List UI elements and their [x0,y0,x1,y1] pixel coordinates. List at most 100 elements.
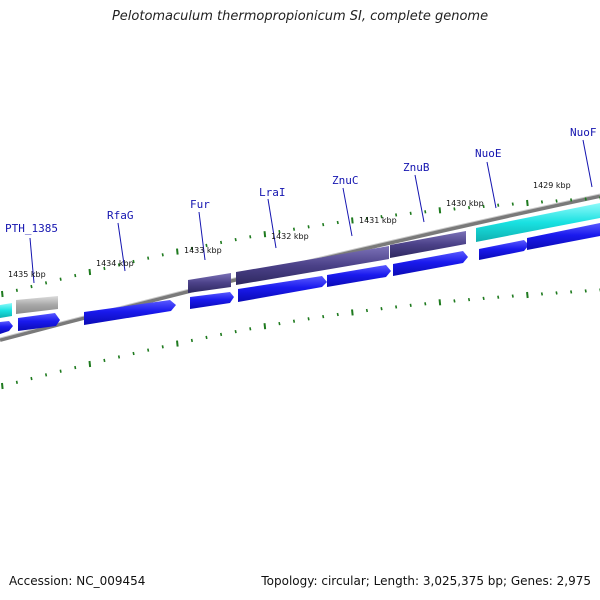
tick-mark [380,307,383,311]
cds-arrow[interactable] [18,313,60,331]
gene-label-fur[interactable]: Fur [190,198,210,211]
tick-mark [555,199,558,203]
tick-mark [540,200,544,204]
cds-arrow[interactable] [479,240,529,260]
tick-mark [263,323,267,330]
position-marker-1432: 1432 kbp [271,232,309,241]
position-markers: 1435 kbp 1434 kbp 1433 kbp 1432 kbp 1431… [8,181,571,279]
tick-mark [15,380,18,384]
tick-mark [570,290,573,294]
gene-label-znuc[interactable]: ZnuC [332,174,359,187]
tick-mark [30,284,33,289]
accession-info: Accession: NC_009454 [9,574,146,588]
cds-arrow[interactable] [190,292,234,309]
cds-arrow[interactable] [238,276,327,302]
tick-mark [278,229,281,234]
position-marker-1430: 1430 kbp [446,199,484,208]
highlight-track [0,203,600,318]
gene-labels: PTH_1385 RfaG Fur LraI ZnuC ZnuB NuoE Nu… [5,126,597,235]
cds-block[interactable] [390,231,466,258]
tick-mark [438,299,442,306]
gene-label-nuoe[interactable]: NuoE [475,147,502,160]
tick-mark [336,312,339,317]
position-marker-1434: 1434 kbp [96,259,134,268]
inner-tick-row [1,288,600,390]
cds-block[interactable] [188,273,231,293]
tick-mark [44,373,48,377]
cds-arrow[interactable] [0,321,13,334]
tick-mark [497,203,500,207]
tick-mark [278,321,281,326]
tick-mark [30,376,33,381]
tick-mark [570,198,573,202]
tick-mark [117,355,121,359]
tick-mark [117,263,121,267]
position-marker-1433: 1433 kbp [184,246,222,255]
tick-mark [409,303,412,307]
tick-mark [322,314,325,319]
tick-mark [380,215,383,219]
cds-arrow[interactable] [527,223,600,250]
tick-mark [395,213,398,217]
tick-mark [147,348,150,352]
tick-mark [1,290,4,298]
tick-mark [526,199,529,207]
map-title: Pelotomaculum thermopropionicum SI, comp… [111,9,489,24]
tick-mark [292,319,296,323]
tick-mark [351,217,354,224]
tick-mark [205,335,208,340]
tick-mark [103,266,106,271]
tick-mark [453,207,456,211]
tick-mark [540,292,544,296]
gene-label-rfag[interactable]: RfaG [107,209,134,222]
tick-mark [467,205,471,210]
tick-mark [219,240,223,245]
tick-mark [526,291,529,299]
tick-mark [88,268,92,276]
tick-mark [132,259,135,264]
tick-mark [190,246,193,251]
cds-block[interactable] [236,246,389,285]
tick-mark [147,256,150,260]
tick-mark [44,281,48,285]
tick-mark [132,351,135,356]
tick-mark [176,340,179,347]
tick-mark [74,273,77,278]
tick-mark [219,332,223,337]
gene-label-znub[interactable]: ZnuB [403,161,430,174]
tick-mark [482,204,485,209]
cds-block[interactable] [476,203,600,242]
gene-label-pth_1385[interactable]: PTH_1385 [5,222,58,235]
tick-mark [190,338,193,343]
tick-mark [365,308,369,313]
tick-mark [88,360,92,368]
tick-mark [249,235,252,239]
tick-mark [365,216,369,221]
position-marker-1429: 1429 kbp [533,181,571,190]
tick-mark [176,248,179,255]
tick-mark [438,207,442,214]
tick-mark [453,299,456,303]
tick-mark [15,288,18,292]
tick-mark [59,369,62,373]
tick-mark [322,222,325,227]
gene-label-leaders [29,139,593,284]
tick-mark [249,327,252,331]
tick-mark [1,382,4,390]
gene-label-nuof[interactable]: NuoF [570,126,597,139]
tick-mark [409,211,412,215]
tick-mark [584,289,587,293]
gene-label-lrai[interactable]: LraI [259,186,286,199]
cds-arrow[interactable] [327,265,391,287]
tick-mark [263,231,267,238]
cds-block[interactable] [16,296,58,314]
cds-arrow[interactable] [84,300,176,325]
tick-mark [234,237,237,242]
tick-mark [205,243,208,248]
tick-mark [234,329,237,334]
cds-block[interactable] [0,303,12,318]
cds-arrow[interactable] [393,251,468,276]
tick-mark [161,345,164,349]
tick-mark [307,225,310,229]
